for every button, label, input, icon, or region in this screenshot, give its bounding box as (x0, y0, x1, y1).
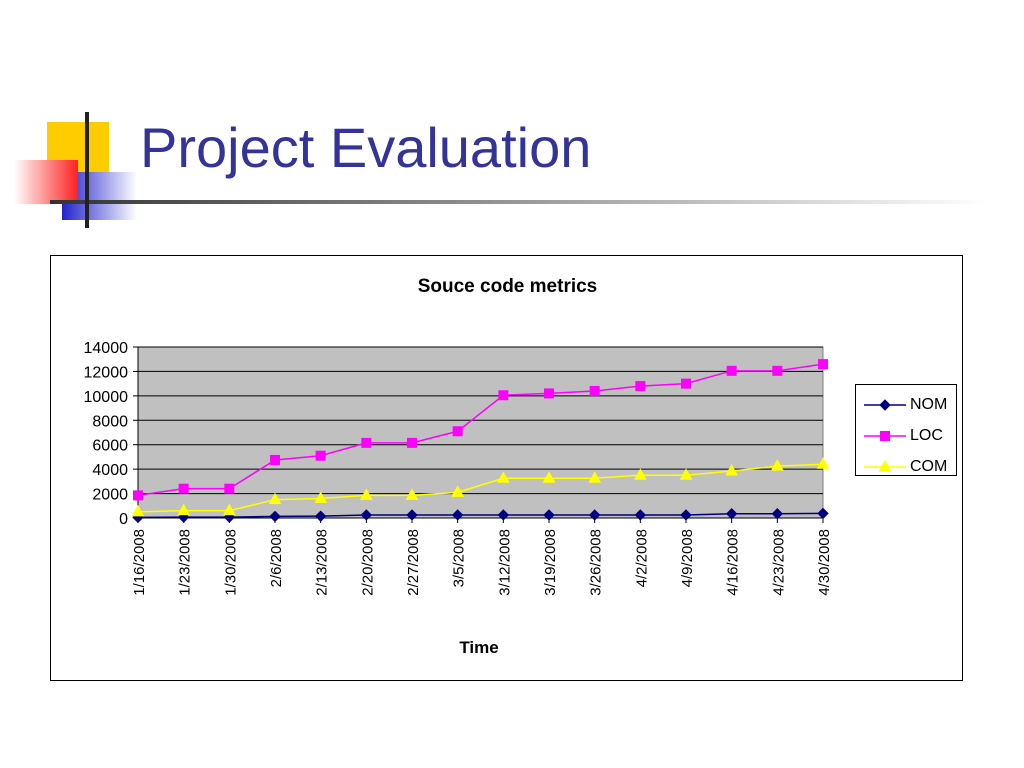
y-tick-label: 14000 (84, 340, 129, 357)
legend-label: COM (910, 457, 948, 475)
plot-area (137, 346, 824, 519)
data-point-com (542, 471, 556, 483)
data-point-loc (270, 454, 280, 465)
data-point-com (268, 492, 282, 505)
data-point-nom (817, 507, 829, 520)
data-point-com (131, 504, 145, 517)
data-point-loc (133, 490, 143, 501)
data-point-com (679, 468, 693, 480)
x-tick-label: 2/27/2008 (405, 529, 422, 596)
data-point-com (588, 471, 602, 483)
data-point-com (451, 485, 465, 497)
data-point-nom (269, 510, 281, 523)
x-tick-label: 4/23/2008 (770, 529, 787, 596)
y-tick-label: 12000 (84, 364, 129, 381)
data-point-com (222, 503, 236, 516)
data-point-loc (726, 365, 737, 376)
data-point-loc (224, 483, 235, 494)
slide-decoration (14, 112, 990, 228)
data-point-loc (635, 381, 646, 392)
data-point-loc (681, 378, 691, 389)
data-point-com (816, 457, 830, 469)
y-tick-label: 0 (119, 511, 128, 528)
x-tick-label: 1/30/2008 (222, 529, 239, 596)
data-point-nom (314, 510, 327, 522)
series-line-nom (137, 512, 824, 519)
data-point-nom (634, 509, 647, 521)
x-tick-label: 1/16/2008 (131, 529, 148, 596)
legend-item-com: COM (856, 451, 956, 482)
x-axis-title: Time (459, 638, 499, 657)
data-point-loc (361, 437, 372, 448)
data-point-com (496, 471, 510, 483)
data-point-loc (544, 388, 554, 399)
x-tick-label: 2/13/2008 (314, 529, 331, 596)
series-line-com (137, 463, 824, 513)
y-tick-label: 2000 (92, 487, 128, 504)
data-point-nom (588, 509, 601, 521)
x-tick-label: 1/23/2008 (177, 529, 194, 596)
legend-label: NOM (910, 395, 948, 413)
y-tick-label: 10000 (84, 389, 129, 406)
data-point-com (770, 459, 784, 471)
data-point-loc (772, 365, 783, 376)
data-point-com (633, 468, 647, 480)
title-rule (50, 200, 990, 204)
data-point-loc (315, 450, 326, 461)
x-tick-label: 3/19/2008 (542, 529, 559, 596)
data-point-loc (178, 483, 189, 494)
x-tick-label: 2/6/2008 (268, 529, 285, 587)
data-point-loc (407, 437, 417, 448)
chart-frame: Souce code metrics 0 2000 4000 6000 8000 1000… (50, 255, 963, 681)
line-chart: 0 2000 4000 6000 8000 10000 12000 14000 1/16/200… (84, 340, 834, 596)
legend-label: LOC (910, 426, 943, 444)
x-tick-label: 3/26/2008 (588, 529, 605, 596)
data-point-com (177, 503, 191, 516)
legend-swatch (864, 398, 906, 411)
data-point-nom (680, 509, 692, 521)
red-square (14, 160, 78, 204)
vertical-rule (85, 112, 89, 228)
legend-swatch (864, 459, 906, 471)
legend-swatch (864, 430, 906, 441)
data-point-com (405, 488, 419, 500)
chart-title: Souce code metrics (417, 276, 598, 297)
data-point-com (359, 488, 373, 500)
data-point-nom (451, 509, 464, 521)
data-point-nom (406, 509, 418, 521)
data-point-loc (818, 359, 828, 370)
legend-item-nom: NOM (856, 389, 956, 420)
x-tick-label: 2/20/2008 (359, 529, 376, 596)
data-point-nom (360, 509, 373, 521)
data-point-nom (543, 509, 555, 521)
x-tick-label: 4/16/2008 (725, 529, 742, 596)
y-tick-label: 6000 (92, 438, 128, 455)
y-tick-label: 8000 (92, 413, 128, 430)
page-title: Project Evaluation (140, 116, 592, 179)
x-tick-label: 4/9/2008 (679, 529, 696, 587)
data-point-loc (452, 426, 463, 437)
data-point-loc (498, 390, 509, 401)
data-point-com (725, 463, 739, 476)
series-line-loc (137, 363, 824, 497)
y-tick-label: 4000 (92, 462, 128, 479)
data-point-com (314, 491, 328, 503)
legend-item-loc: LOC (856, 420, 956, 451)
data-point-nom (725, 508, 738, 520)
x-tick-label: 4/30/2008 (816, 529, 833, 596)
legend: NOM LOC COM (855, 384, 957, 476)
x-tick-label: 3/12/2008 (496, 529, 513, 596)
data-point-nom (497, 509, 510, 521)
data-point-nom (771, 508, 784, 520)
x-tick-label: 4/2/2008 (633, 529, 650, 587)
data-point-loc (589, 385, 600, 396)
x-tick-label: 3/5/2008 (451, 529, 468, 587)
